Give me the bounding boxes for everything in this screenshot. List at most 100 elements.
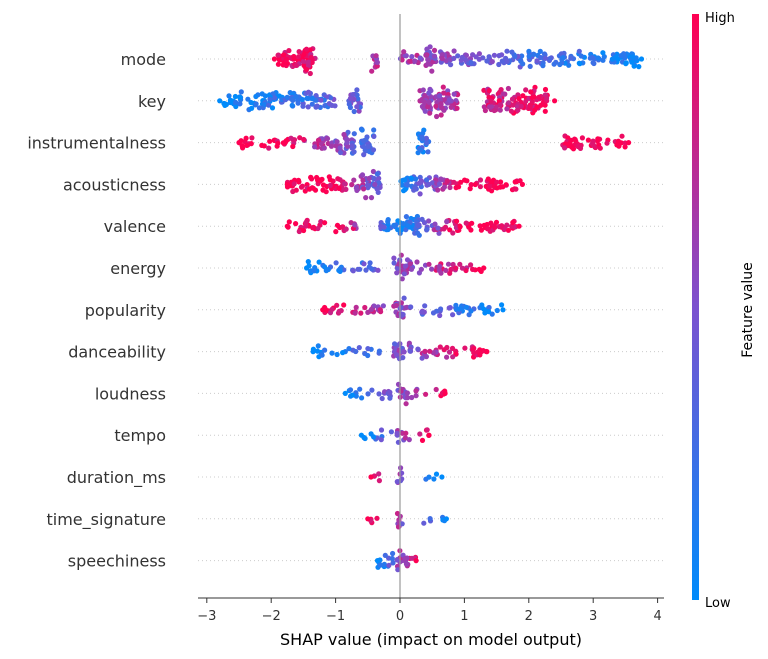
shap-point bbox=[313, 93, 319, 99]
shap-point bbox=[448, 62, 454, 68]
shap-point bbox=[514, 179, 520, 185]
shap-point bbox=[518, 103, 524, 109]
shap-point bbox=[309, 95, 315, 102]
shap-point bbox=[477, 177, 484, 183]
shap-point bbox=[393, 302, 399, 309]
shap-point bbox=[322, 347, 328, 353]
shap-point bbox=[373, 53, 379, 59]
shap-point bbox=[347, 387, 354, 393]
colorbar: High Low Feature value bbox=[692, 11, 756, 611]
shap-point bbox=[394, 430, 400, 436]
shap-point bbox=[619, 133, 625, 139]
shap-point bbox=[283, 56, 290, 63]
shap-point bbox=[365, 391, 371, 397]
shap-point bbox=[355, 96, 361, 102]
shap-point bbox=[248, 99, 254, 106]
shap-point bbox=[345, 143, 351, 149]
shap-point bbox=[481, 87, 487, 93]
shap-point bbox=[437, 344, 443, 350]
shap-point bbox=[426, 218, 432, 224]
shap-point bbox=[291, 53, 297, 60]
shap-point bbox=[486, 183, 493, 189]
shap-point bbox=[438, 306, 444, 312]
shap-point bbox=[365, 143, 371, 150]
shap-point bbox=[463, 304, 469, 310]
shap-point bbox=[271, 56, 277, 62]
x-tick-label: −1 bbox=[326, 609, 345, 624]
shap-point bbox=[314, 348, 321, 354]
shap-point bbox=[359, 172, 366, 178]
shap-point bbox=[590, 142, 597, 148]
shap-point bbox=[402, 177, 408, 183]
shap-point bbox=[434, 113, 440, 120]
shap-point bbox=[286, 48, 292, 54]
colorbar-high-label: High bbox=[705, 11, 735, 26]
shap-point bbox=[269, 105, 276, 111]
shap-point bbox=[568, 55, 574, 61]
shap-point bbox=[363, 195, 369, 201]
shap-point bbox=[509, 96, 516, 102]
shap-point bbox=[505, 85, 511, 92]
shap-point bbox=[336, 308, 342, 314]
shap-point bbox=[544, 95, 550, 101]
colorbar-title: Feature value bbox=[740, 262, 756, 358]
shap-point bbox=[256, 105, 262, 111]
shap-point bbox=[500, 307, 506, 313]
feature-label-loudness: loudness bbox=[95, 384, 166, 403]
shap-point bbox=[284, 223, 290, 229]
shap-point bbox=[332, 103, 338, 109]
feature-label-popularity: popularity bbox=[85, 301, 166, 320]
shap-point bbox=[356, 345, 362, 351]
shap-point bbox=[391, 260, 397, 266]
shap-point bbox=[443, 58, 449, 64]
shap-point bbox=[267, 96, 273, 102]
shap-point bbox=[290, 97, 296, 103]
shap-point bbox=[394, 270, 400, 276]
feature-dots-instrumentalness bbox=[236, 126, 632, 158]
shap-point bbox=[433, 471, 440, 477]
shap-point bbox=[334, 351, 340, 358]
shap-point bbox=[237, 94, 243, 100]
shap-point bbox=[404, 257, 411, 263]
shap-point bbox=[486, 309, 492, 315]
dot-layer bbox=[217, 44, 645, 573]
shap-point bbox=[439, 55, 445, 62]
shap-point bbox=[376, 478, 382, 484]
shap-point bbox=[419, 355, 425, 361]
shap-point bbox=[359, 395, 365, 401]
shap-point bbox=[305, 95, 311, 102]
shap-point bbox=[425, 57, 431, 63]
shap-point bbox=[402, 556, 408, 562]
shap-point bbox=[478, 227, 484, 233]
shap-point bbox=[509, 49, 515, 55]
shap-point bbox=[222, 102, 228, 108]
shap-point bbox=[300, 58, 307, 64]
shap-point bbox=[293, 62, 299, 68]
shap-point bbox=[484, 58, 490, 64]
shap-point bbox=[532, 107, 538, 113]
shap-point bbox=[472, 181, 478, 188]
shap-point bbox=[245, 96, 251, 102]
shap-point bbox=[392, 341, 398, 347]
shap-point bbox=[376, 471, 382, 477]
shap-point bbox=[531, 94, 537, 100]
shap-point bbox=[447, 227, 453, 233]
colorbar-low-label: Low bbox=[705, 596, 731, 611]
shap-point bbox=[587, 55, 593, 61]
shap-point bbox=[453, 302, 459, 308]
shap-point bbox=[303, 46, 310, 52]
shap-point bbox=[306, 186, 313, 192]
shap-point bbox=[542, 86, 549, 93]
shap-point bbox=[395, 227, 401, 233]
shap-point bbox=[276, 57, 282, 63]
shap-point bbox=[419, 216, 425, 222]
colorbar-gradient bbox=[692, 14, 699, 600]
shap-point bbox=[377, 307, 383, 313]
shap-point bbox=[494, 307, 500, 314]
shap-point bbox=[337, 149, 344, 156]
shap-point bbox=[319, 352, 325, 358]
shap-point bbox=[374, 558, 381, 564]
shap-point bbox=[441, 97, 447, 103]
shap-point bbox=[308, 174, 314, 180]
shap-point bbox=[486, 304, 492, 311]
